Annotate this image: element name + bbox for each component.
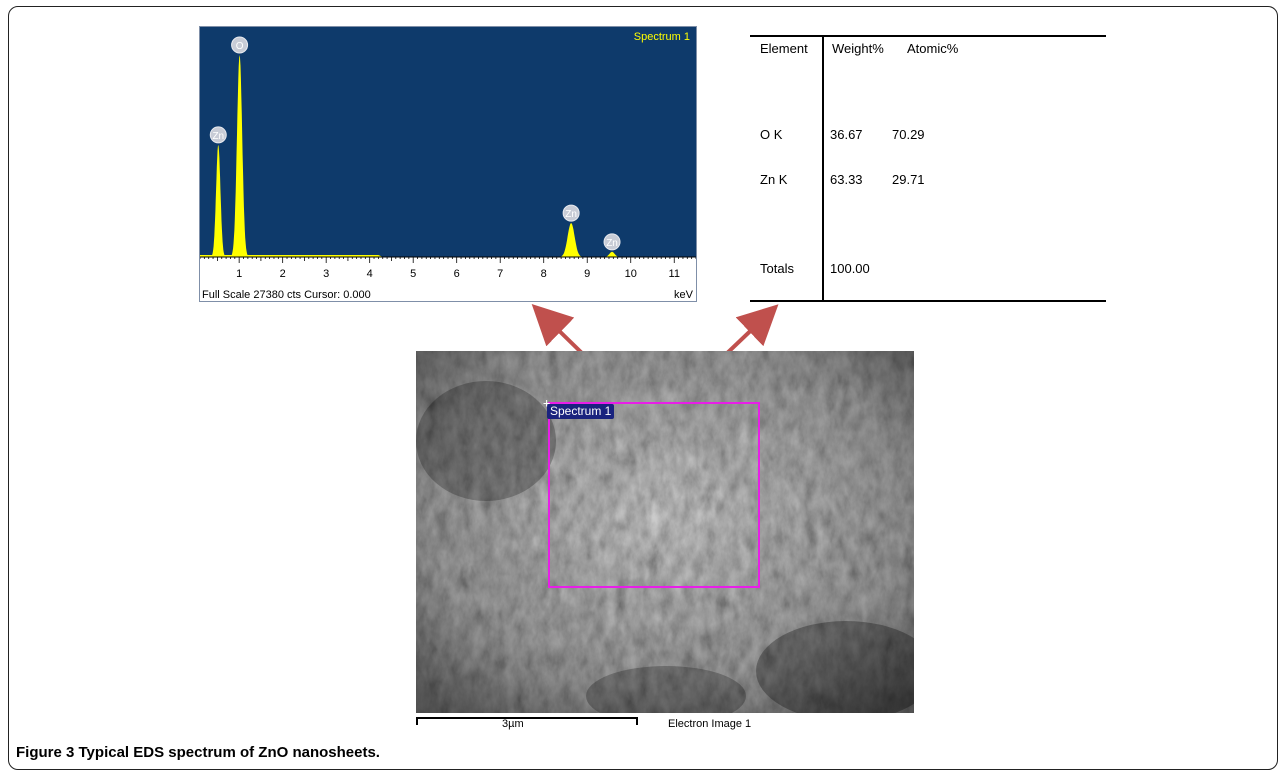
peak-label-bubble	[231, 36, 249, 54]
plot-background	[200, 27, 696, 257]
x-tick-label: 8	[541, 268, 547, 280]
peak-label: O	[236, 41, 244, 52]
scale-bar-label: 3µm	[502, 718, 524, 730]
x-tick-label: 4	[367, 268, 373, 280]
x-tick-label: 5	[410, 268, 416, 280]
spectrum-footer: Full Scale 27380 cts Cursor: 0.000	[202, 289, 371, 301]
totals-label: Totals	[760, 261, 794, 276]
crosshair-icon: +	[543, 396, 551, 410]
x-tick-label: 6	[454, 268, 460, 280]
electron-image: Spectrum 1 +	[416, 351, 914, 713]
row-atomic: 70.29	[892, 127, 925, 142]
spectrum-title: Spectrum 1	[634, 31, 690, 43]
header-atomic: Atomic%	[907, 41, 959, 56]
spectrum-peak	[229, 55, 250, 257]
electron-image-caption: Electron Image 1	[668, 718, 752, 730]
row-weight: 36.67	[830, 127, 863, 142]
peak-label: Zn	[606, 238, 618, 249]
scale-bar-tick	[636, 717, 638, 725]
figure-caption: Figure 3 Typical EDS spectrum of ZnO nan…	[16, 744, 380, 761]
quant-table: Element Weight% Atomic% O K 36.67 70.29 …	[750, 35, 1106, 303]
scale-bar: 3µm	[416, 714, 638, 730]
header-element: Element	[760, 41, 808, 56]
row-weight: 63.33	[830, 172, 863, 187]
x-tick-label: 7	[497, 268, 503, 280]
peak-label: Zn	[565, 209, 577, 220]
x-tick-label: 10	[625, 268, 637, 280]
x-tick-label: 1	[236, 268, 242, 280]
peak-label-bubble	[562, 204, 580, 222]
spectrum-roi-box[interactable]	[548, 402, 760, 588]
x-tick-label: 9	[584, 268, 590, 280]
scale-bar-line	[416, 717, 636, 719]
table-top-rule	[750, 35, 1106, 37]
peak-label: Zn	[212, 131, 224, 142]
sem-micrograph	[416, 351, 914, 713]
spectrum-peak	[209, 144, 227, 257]
x-tick-label: 2	[280, 268, 286, 280]
row-element: O K	[760, 127, 783, 142]
x-tick-label: 11	[669, 268, 680, 280]
x-axis-unit: keV	[674, 289, 694, 301]
row-atomic: 29.71	[892, 172, 925, 187]
peak-label-bubble	[209, 126, 227, 144]
totals-value: 100.00	[830, 261, 870, 276]
axis-background	[200, 257, 696, 301]
spectrum-peak	[601, 251, 623, 257]
scale-bar-tick	[416, 717, 418, 725]
figure-frame	[8, 6, 1278, 770]
eds-spectrum-chart: Spectrum 1 Zn O Zn Zn 1 2 3 4 5 6 7 8 9 10 11 Full Scale…	[200, 27, 696, 301]
x-tick-label: 3	[323, 268, 329, 280]
eds-spectrum-panel: Spectrum 1 Zn O Zn Zn 1 2 3 4 5 6 7 8 9 10 11 Full Scale…	[199, 26, 697, 302]
roi-label: Spectrum 1	[547, 404, 615, 419]
peak-label-bubble	[603, 233, 621, 251]
spectrum-peak	[557, 223, 586, 257]
table-column-rule	[822, 35, 824, 301]
header-weight: Weight%	[832, 41, 884, 56]
table-bottom-rule	[750, 300, 1106, 302]
row-element: Zn K	[760, 172, 788, 187]
